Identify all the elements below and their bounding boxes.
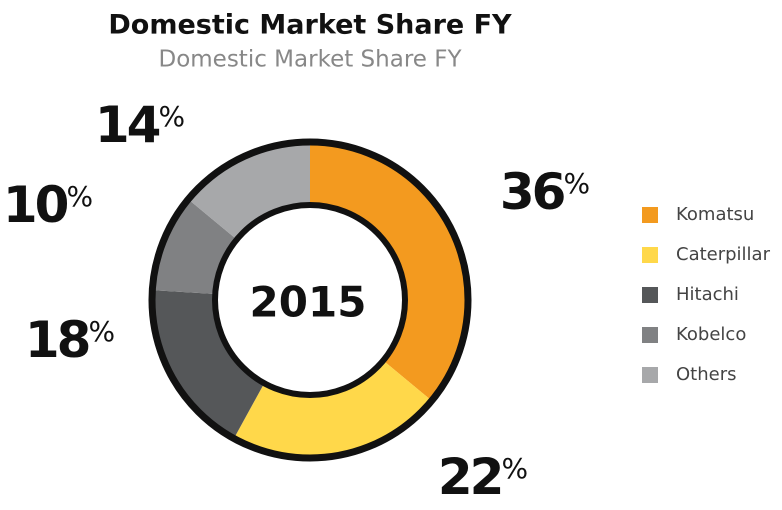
- slice: [310, 142, 468, 401]
- legend-label: Komatsu: [676, 204, 754, 225]
- slice: [233, 360, 432, 458]
- legend-swatch: [642, 327, 658, 343]
- legend-label: Hitachi: [676, 284, 739, 305]
- data-label: 36%: [500, 163, 590, 221]
- legend-label: Others: [676, 364, 737, 385]
- inner-outline: [212, 202, 408, 398]
- donut: [152, 142, 468, 458]
- legend-swatch: [642, 247, 658, 263]
- slice: [152, 290, 265, 439]
- outer-outline: [148, 138, 472, 462]
- legend-swatch: [642, 367, 658, 383]
- legend-label: Caterpillar: [676, 244, 771, 265]
- data-label: 18%: [25, 311, 115, 369]
- legend-swatch: [642, 207, 658, 223]
- chart-subtitle: Domestic Market Share FY: [158, 47, 462, 73]
- data-label: 22%: [438, 448, 528, 506]
- data-label: 14%: [95, 96, 185, 154]
- legend-swatch: [642, 287, 658, 303]
- chart-title: Domestic Market Share FY: [108, 10, 512, 41]
- slice: [188, 142, 310, 240]
- legend-label: Kobelco: [676, 324, 746, 345]
- data-label: 10%: [3, 176, 93, 234]
- center-label: 2015: [250, 278, 367, 327]
